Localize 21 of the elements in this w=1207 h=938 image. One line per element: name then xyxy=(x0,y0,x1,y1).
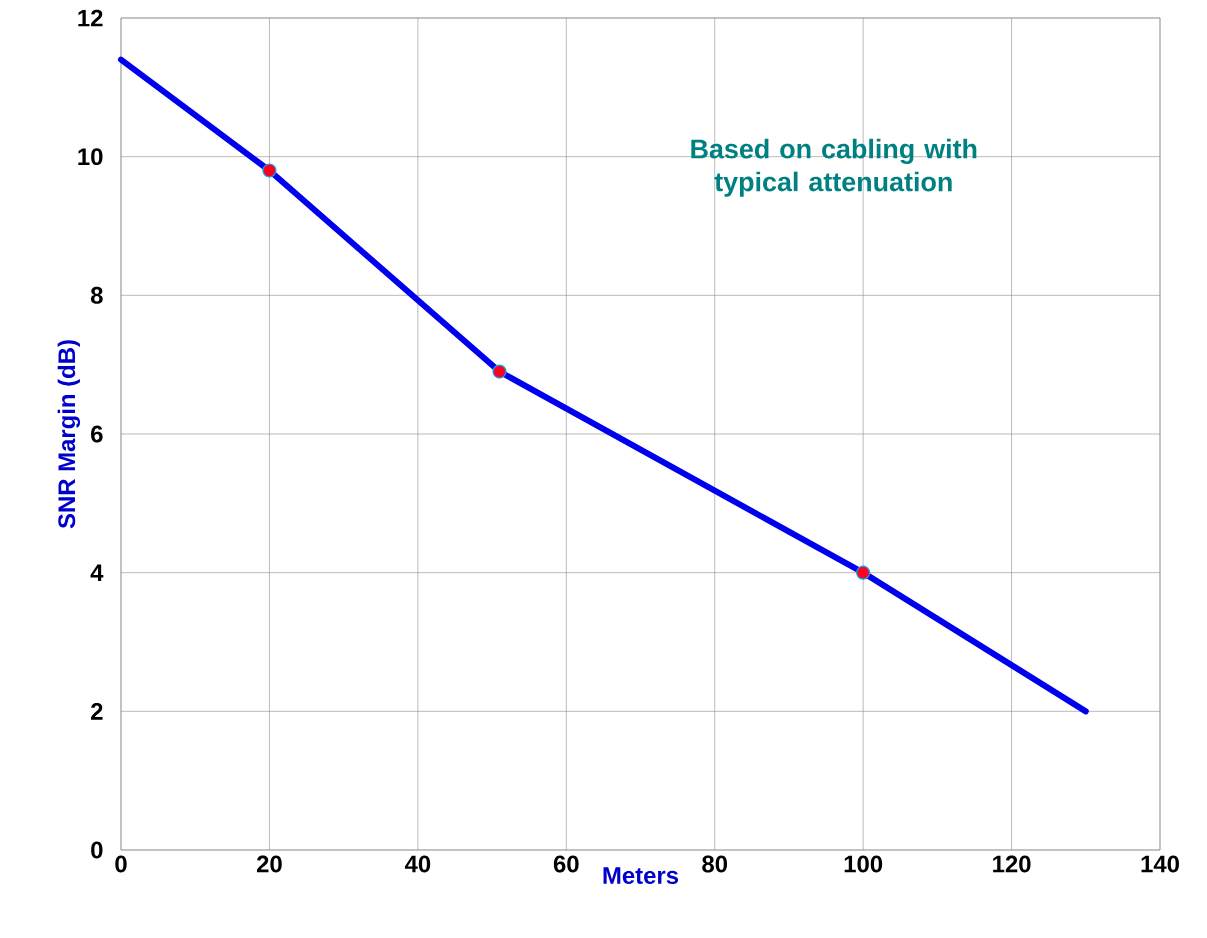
y-tick-label: 12 xyxy=(78,9,103,27)
y-tick-label: 2 xyxy=(91,702,103,720)
y-tick-label: 6 xyxy=(91,425,103,443)
x-tick-label: 80 xyxy=(702,855,728,873)
point xyxy=(856,565,871,580)
y-axis-title: SNR Margin (dB) xyxy=(57,340,81,529)
x-axis-title: Meters xyxy=(603,867,679,884)
y-tick-label: 4 xyxy=(90,564,104,581)
x-tick-label: 40 xyxy=(404,855,431,873)
x-tick-label: 20 xyxy=(256,855,282,873)
point xyxy=(262,163,277,178)
x-tick-label: 0 xyxy=(115,855,127,873)
y-tick-label: 8 xyxy=(90,286,103,304)
y-tick-label: 0 xyxy=(91,841,103,859)
point xyxy=(492,364,507,379)
y-tick-label: 10 xyxy=(78,148,103,166)
x-tick-label: 120 xyxy=(993,855,1031,873)
annotation: Based on cabling with typical attenuation xyxy=(691,138,977,197)
x-tick-label: 100 xyxy=(844,855,883,873)
x-tick-label: 140 xyxy=(1141,855,1179,873)
x-tick-label: 60 xyxy=(553,855,579,873)
